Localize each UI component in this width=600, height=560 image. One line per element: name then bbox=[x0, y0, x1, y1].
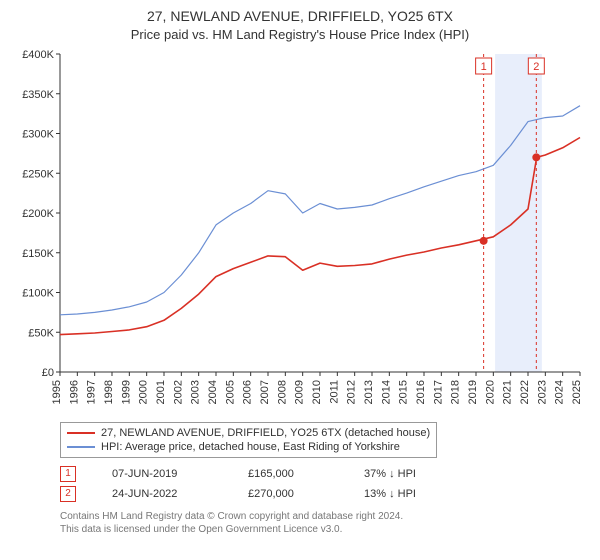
svg-text:2014: 2014 bbox=[380, 380, 392, 404]
svg-text:2006: 2006 bbox=[242, 380, 254, 404]
svg-text:2007: 2007 bbox=[259, 380, 271, 404]
legend-row: HPI: Average price, detached house, East… bbox=[67, 440, 430, 454]
svg-text:£100K: £100K bbox=[22, 287, 54, 299]
svg-text:2002: 2002 bbox=[172, 380, 184, 404]
svg-text:1995: 1995 bbox=[51, 380, 63, 404]
svg-text:1996: 1996 bbox=[68, 380, 80, 404]
sale-date: 24-JUN-2022 bbox=[112, 488, 212, 500]
svg-text:2023: 2023 bbox=[536, 380, 548, 404]
svg-text:1999: 1999 bbox=[120, 380, 132, 404]
chart-plot-area: £0 £50K £100K £150K £200K £250K £300K £350K £400… bbox=[12, 48, 588, 418]
svg-text:2004: 2004 bbox=[207, 380, 219, 404]
sale-row: 2 24-JUN-2022 £270,000 13% ↓ HPI bbox=[60, 484, 588, 504]
chart-footer: Contains HM Land Registry data © Crown c… bbox=[60, 510, 588, 536]
sale-marker: 1 bbox=[60, 466, 76, 482]
svg-text:2013: 2013 bbox=[363, 380, 375, 404]
svg-text:2010: 2010 bbox=[311, 380, 323, 404]
svg-text:2005: 2005 bbox=[224, 380, 236, 404]
sale-row: 1 07-JUN-2019 £165,000 37% ↓ HPI bbox=[60, 464, 588, 484]
svg-text:2009: 2009 bbox=[294, 380, 306, 404]
legend-label: HPI: Average price, detached house, East… bbox=[101, 440, 400, 454]
sale-delta: 37% ↓ HPI bbox=[364, 468, 416, 480]
svg-text:2012: 2012 bbox=[346, 380, 358, 404]
svg-text:£0: £0 bbox=[42, 367, 54, 379]
svg-text:£150K: £150K bbox=[22, 248, 54, 260]
sale-price: £270,000 bbox=[248, 488, 328, 500]
svg-text:2003: 2003 bbox=[190, 380, 202, 404]
svg-text:£250K: £250K bbox=[22, 168, 54, 180]
sale-marker: 2 bbox=[60, 486, 76, 502]
svg-text:2025: 2025 bbox=[571, 380, 583, 404]
sale-date: 07-JUN-2019 bbox=[112, 468, 212, 480]
svg-text:2011: 2011 bbox=[328, 380, 340, 404]
svg-text:£200K: £200K bbox=[22, 208, 54, 220]
svg-text:2: 2 bbox=[533, 61, 539, 73]
sale-delta: 13% ↓ HPI bbox=[364, 488, 416, 500]
svg-text:2001: 2001 bbox=[155, 380, 167, 404]
svg-text:2016: 2016 bbox=[415, 380, 427, 404]
chart-subtitle: Price paid vs. HM Land Registry's House … bbox=[12, 27, 588, 42]
svg-text:2021: 2021 bbox=[502, 380, 514, 404]
svg-text:£300K: £300K bbox=[22, 128, 54, 140]
chart-legend: 27, NEWLAND AVENUE, DRIFFIELD, YO25 6TX … bbox=[60, 422, 437, 458]
chart-container: 27, NEWLAND AVENUE, DRIFFIELD, YO25 6TX … bbox=[0, 0, 600, 560]
sale-price: £165,000 bbox=[248, 468, 328, 480]
legend-swatch bbox=[67, 432, 95, 434]
svg-text:£50K: £50K bbox=[28, 327, 54, 339]
svg-text:2000: 2000 bbox=[138, 380, 150, 404]
svg-text:2018: 2018 bbox=[450, 380, 462, 404]
svg-text:2022: 2022 bbox=[519, 380, 531, 404]
chart-title: 27, NEWLAND AVENUE, DRIFFIELD, YO25 6TX bbox=[12, 8, 588, 25]
svg-text:2015: 2015 bbox=[398, 380, 410, 404]
footer-line-2: This data is licensed under the Open Gov… bbox=[60, 523, 588, 536]
svg-text:2017: 2017 bbox=[432, 380, 444, 404]
legend-row: 27, NEWLAND AVENUE, DRIFFIELD, YO25 6TX … bbox=[67, 426, 430, 440]
svg-text:2020: 2020 bbox=[484, 380, 496, 404]
legend-swatch bbox=[67, 446, 95, 448]
svg-text:2019: 2019 bbox=[467, 380, 479, 404]
footer-line-1: Contains HM Land Registry data © Crown c… bbox=[60, 510, 588, 523]
line-chart-svg: £0 £50K £100K £150K £200K £250K £300K £350K £400… bbox=[12, 48, 588, 418]
svg-text:1998: 1998 bbox=[103, 380, 115, 404]
svg-text:£400K: £400K bbox=[22, 49, 54, 61]
svg-text:£350K: £350K bbox=[22, 89, 54, 101]
sales-table: 1 07-JUN-2019 £165,000 37% ↓ HPI 2 24-JUN-202… bbox=[60, 464, 588, 504]
svg-text:1997: 1997 bbox=[86, 380, 98, 404]
svg-text:1: 1 bbox=[481, 61, 487, 73]
legend-label: 27, NEWLAND AVENUE, DRIFFIELD, YO25 6TX … bbox=[101, 426, 430, 440]
svg-text:2024: 2024 bbox=[554, 380, 566, 404]
svg-text:2008: 2008 bbox=[276, 380, 288, 404]
